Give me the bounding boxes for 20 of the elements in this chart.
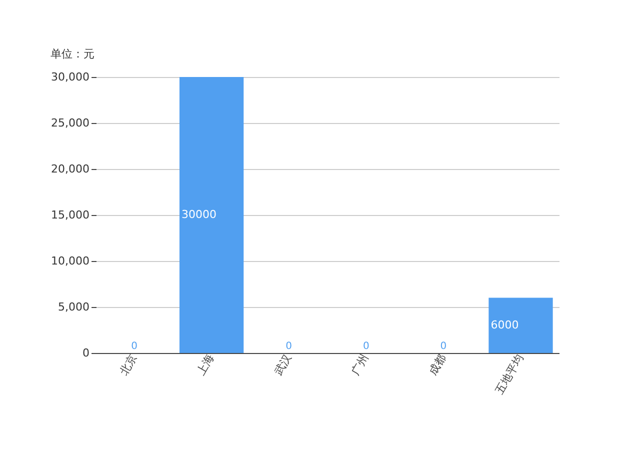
x-tick-label: 北京 xyxy=(117,352,140,378)
x-tick-label: 五地平均 xyxy=(492,352,526,397)
data-label: 0 xyxy=(440,341,447,352)
x-tick-label: 成都 xyxy=(426,352,449,378)
y-axis-title: 单位：元 xyxy=(50,48,94,60)
y-tick-label: 20,000 xyxy=(51,162,90,176)
y-tick-label: 0 xyxy=(82,346,90,360)
y-tick-label: 15,000 xyxy=(51,208,90,222)
y-tick-label: 5,000 xyxy=(58,300,90,314)
x-tick-label: 广州 xyxy=(349,352,372,378)
data-label: 0 xyxy=(286,341,292,352)
data-label: 0 xyxy=(131,341,138,352)
data-label: 6000 xyxy=(490,318,519,332)
x-tick-label: 上海 xyxy=(194,352,217,378)
data-label: 30000 xyxy=(182,208,217,221)
y-tick-label: 30,000 xyxy=(51,70,90,84)
y-tick-label: 10,000 xyxy=(51,254,90,268)
y-tick-label: 25,000 xyxy=(51,116,90,130)
data-label: 0 xyxy=(362,341,370,352)
x-tick-label: 武汉 xyxy=(272,352,294,378)
